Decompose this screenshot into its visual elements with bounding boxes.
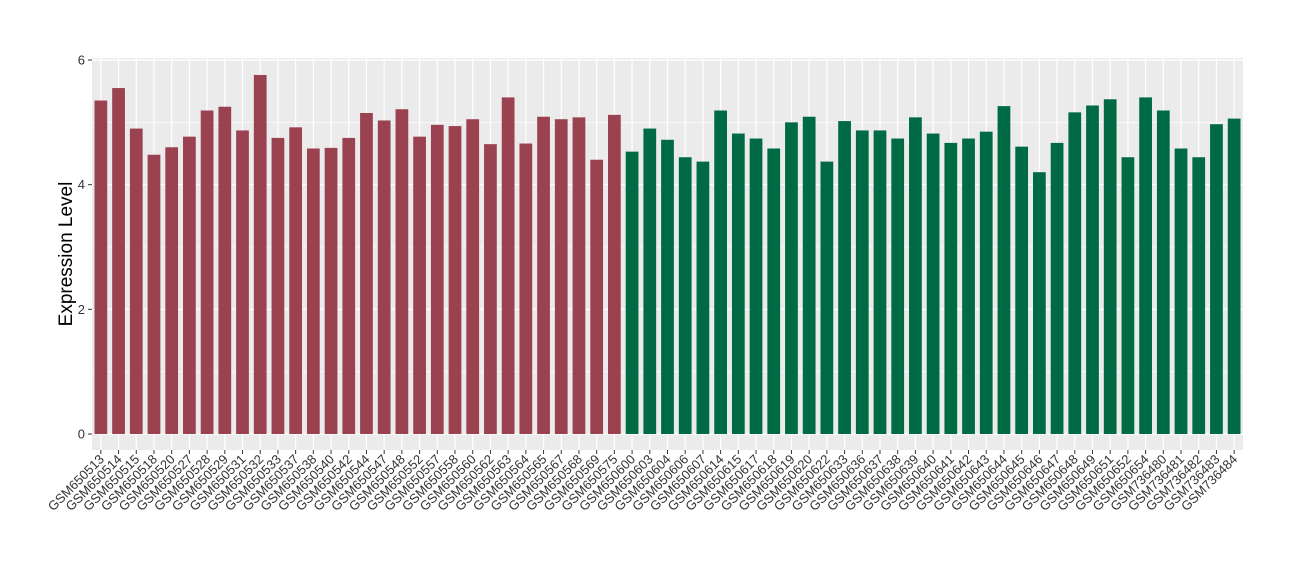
bar-GSM736481 [1174, 148, 1188, 434]
bar-GSM650637 [873, 130, 887, 435]
bar-GSM650547 [377, 120, 391, 435]
bar-GSM650569 [590, 159, 604, 434]
bar-GSM650532 [253, 74, 267, 435]
bar-GSM650620 [802, 116, 816, 435]
bar-GSM650654 [1139, 97, 1152, 435]
bar-GSM650518 [147, 154, 161, 434]
bar-GSM650564 [519, 143, 533, 434]
bar-GSM650643 [979, 131, 993, 434]
bar-GSM650540 [324, 147, 338, 434]
bar-GSM650575 [608, 114, 621, 434]
bar-GSM650644 [997, 106, 1011, 435]
bar-GSM650548 [395, 109, 409, 434]
bar-GSM650514 [112, 88, 125, 435]
bar-GSM650567 [554, 119, 568, 434]
bar-GSM650614 [714, 110, 727, 435]
bar-GSM650638 [891, 138, 905, 435]
bar-GSM650531 [236, 130, 249, 435]
bar-GSM650607 [696, 161, 710, 434]
bar-GSM650542 [342, 137, 356, 434]
bar-GSM650640 [926, 133, 940, 434]
bar-GSM650604 [661, 139, 674, 434]
bar-GSM650529 [218, 106, 232, 434]
bar-GSM736483 [1210, 124, 1223, 434]
bar-GSM650527 [183, 136, 196, 435]
bar-GSM650651 [1103, 99, 1117, 435]
bar-GSM650557 [430, 124, 444, 435]
bar-GSM650646 [1032, 172, 1046, 434]
bar-GSM650619 [785, 122, 798, 434]
bar-GSM650538 [306, 148, 320, 434]
bar-GSM736482 [1192, 157, 1206, 435]
bar-GSM650515 [129, 128, 143, 435]
y-axis-title: Expression Level [56, 182, 77, 327]
bar-GSM650513 [94, 100, 108, 435]
bar-GSM650647 [1050, 142, 1064, 435]
bar-GSM650633 [838, 121, 851, 434]
bar-GSM650537 [289, 127, 303, 434]
y-tick-label: 0 [78, 427, 85, 442]
bar-GSM650645 [1015, 146, 1029, 435]
bar-GSM650563 [501, 97, 515, 435]
bar-GSM650544 [360, 112, 373, 434]
bar-GSM650552 [413, 136, 426, 435]
bar-GSM650533 [271, 137, 285, 434]
bar-GSM650641 [944, 142, 958, 435]
bar-GSM650600 [625, 151, 639, 434]
bar-GSM650568 [572, 117, 586, 434]
bar-GSM650606 [678, 157, 692, 435]
bar-GSM650560 [466, 119, 480, 434]
bar-GSM650558 [448, 126, 462, 434]
bar-GSM650636 [855, 130, 869, 435]
y-tick-label: 2 [78, 302, 85, 317]
bar-GSM650528 [200, 110, 214, 435]
bar-GSM650639 [909, 117, 922, 434]
bar-GSM650648 [1068, 112, 1082, 435]
bar-GSM736484 [1227, 118, 1241, 435]
bar-GSM650622 [820, 161, 834, 434]
bar-GSM736480 [1156, 110, 1170, 435]
bar-GSM650652 [1121, 157, 1135, 435]
bars [94, 74, 1241, 435]
bar-GSM650642 [962, 138, 975, 435]
bar-GSM650603 [643, 128, 657, 435]
bar-GSM650618 [767, 148, 781, 434]
y-tick-label: 6 [78, 53, 85, 68]
y-tick-label: 4 [78, 177, 85, 192]
bar-GSM650520 [165, 147, 179, 434]
bar-GSM650649 [1086, 105, 1099, 435]
bar-GSM650617 [749, 138, 763, 435]
bar-GSM650562 [484, 144, 497, 434]
x-axis: GSM650513GSM650514GSM650515GSM650518GSM6… [45, 450, 1240, 514]
y-axis: 0 2 4 6 [78, 53, 92, 442]
bar-GSM650565 [537, 116, 550, 435]
bar-GSM650615 [731, 133, 745, 434]
